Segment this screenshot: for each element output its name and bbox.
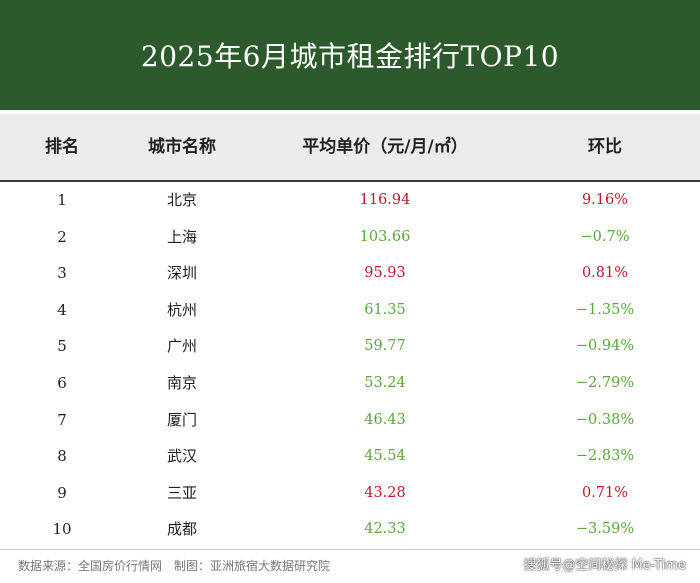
price-cell: 45.54 bbox=[364, 448, 406, 465]
change-cell: −2.83% bbox=[575, 448, 635, 465]
table-row: 1 北京 116.94 9.16% bbox=[0, 182, 700, 219]
rank-cell: 5 bbox=[57, 337, 67, 356]
page-title: 2025年6月城市租金排行TOP10 bbox=[140, 40, 560, 73]
table-header: 排名 城市名称 平均单价（元/月/㎡） 环比 bbox=[0, 114, 700, 182]
change-cell: −0.94% bbox=[575, 338, 635, 355]
city-cell: 武汉 bbox=[166, 447, 197, 466]
title-banner: 2025年6月城市租金排行TOP10 bbox=[0, 0, 700, 110]
change-cell: −0.38% bbox=[575, 411, 635, 428]
city-cell: 广州 bbox=[166, 337, 197, 356]
rank-cell: 4 bbox=[57, 300, 67, 319]
change-cell: −1.35% bbox=[575, 301, 635, 318]
price-cell: 61.35 bbox=[364, 301, 406, 318]
change-cell: −0.7% bbox=[580, 228, 630, 245]
header-rank: 排名 bbox=[45, 137, 79, 157]
table-row: 2 上海 103.66 −0.7% bbox=[0, 219, 700, 256]
price-cell: 116.94 bbox=[359, 192, 411, 208]
city-cell: 北京 bbox=[166, 191, 197, 209]
rank-cell: 7 bbox=[57, 410, 67, 429]
table-row: 5 广州 59.77 −0.94% bbox=[0, 328, 700, 365]
rank-cell: 1 bbox=[57, 191, 67, 209]
table-row: 8 武汉 45.54 −2.83% bbox=[0, 438, 700, 475]
table-row: 7 厦门 46.43 −0.38% bbox=[0, 402, 700, 439]
price-cell: 46.43 bbox=[364, 411, 406, 428]
city-cell: 南京 bbox=[166, 373, 197, 392]
table-row: 4 杭州 61.35 −1.35% bbox=[0, 292, 700, 329]
city-cell: 成都 bbox=[166, 520, 197, 539]
city-cell: 三亚 bbox=[166, 483, 197, 502]
price-cell: 95.93 bbox=[364, 265, 406, 282]
rank-cell: 2 bbox=[57, 227, 67, 246]
table-body: 1 北京 116.94 9.16% 2 上海 103.66 −0.7% 3 深圳 95.93 0.81… bbox=[0, 182, 700, 548]
data-source-note: 数据来源：全国房价行情网 制图：亚洲旅宿大数据研究院 bbox=[18, 559, 331, 573]
change-cell: 9.16% bbox=[581, 192, 629, 208]
price-cell: 103.66 bbox=[359, 228, 411, 245]
header-city: 城市名称 bbox=[148, 137, 216, 157]
table-row: 3 深圳 95.93 0.81% bbox=[0, 255, 700, 292]
price-cell: 53.24 bbox=[364, 374, 406, 391]
change-cell: −2.79% bbox=[575, 374, 635, 391]
price-cell: 43.28 bbox=[364, 484, 406, 501]
change-cell: 0.81% bbox=[581, 265, 629, 282]
city-cell: 厦门 bbox=[166, 410, 197, 429]
table-row: 6 南京 53.24 −2.79% bbox=[0, 365, 700, 402]
change-cell: 0.71% bbox=[581, 484, 629, 501]
city-cell: 深圳 bbox=[166, 264, 197, 283]
price-cell: 59.77 bbox=[364, 338, 406, 355]
header-price: 平均单价（元/月/㎡） bbox=[302, 137, 468, 157]
watermark: 搜狐号@空间秘探 Me-Time bbox=[523, 558, 686, 573]
rank-cell: 9 bbox=[57, 483, 67, 502]
rank-cell: 10 bbox=[52, 520, 72, 539]
header-change: 环比 bbox=[588, 137, 622, 157]
rank-cell: 8 bbox=[57, 447, 67, 466]
city-cell: 杭州 bbox=[166, 300, 197, 319]
table-row: 9 三亚 43.28 0.71% bbox=[0, 475, 700, 512]
city-cell: 上海 bbox=[166, 227, 197, 246]
footer-divider bbox=[0, 549, 700, 550]
table-row: 10 成都 42.33 −3.59% bbox=[0, 511, 700, 548]
change-cell: −3.59% bbox=[575, 521, 635, 538]
rank-cell: 3 bbox=[57, 264, 67, 283]
price-cell: 42.33 bbox=[364, 521, 406, 538]
rank-cell: 6 bbox=[57, 373, 67, 392]
